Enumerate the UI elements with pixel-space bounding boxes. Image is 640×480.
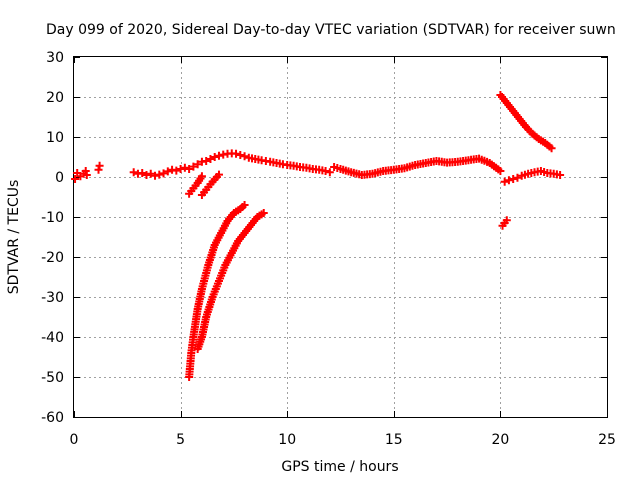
series-early-isolated	[71, 161, 104, 183]
data-point	[95, 161, 104, 170]
x-tick-label: 15	[385, 432, 403, 448]
series-baseline-12-20	[330, 154, 505, 179]
y-tick-label: -60	[41, 410, 64, 426]
data-point	[214, 151, 223, 160]
data-point	[496, 167, 505, 175]
data-point	[500, 177, 509, 186]
x-tick-label: 25	[598, 432, 616, 448]
ticks: 0 5 10 15 20 25 -60 -50 -40 -30 -20 -10 0 10 20 30	[41, 50, 616, 448]
data-point	[176, 165, 185, 173]
y-axis-title: SDTVAR / TECUs	[6, 180, 22, 295]
data-point	[259, 209, 268, 217]
data-point	[172, 166, 181, 175]
y-tick-label: -10	[41, 210, 64, 226]
data-point	[504, 176, 513, 185]
data-point	[193, 160, 202, 169]
data-point	[71, 175, 80, 183]
x-tick-label: 5	[176, 432, 185, 448]
chart-title: Day 099 of 2020, Sidereal Day-to-day VTE…	[46, 22, 616, 38]
data-point	[240, 152, 249, 161]
y-tick-label: 0	[55, 170, 64, 186]
series-baseline-2.8-6	[129, 157, 206, 180]
data-point	[214, 170, 223, 179]
data-point	[556, 171, 565, 179]
x-axis-title: GPS time / hours	[281, 459, 398, 475]
data-point	[206, 155, 215, 163]
y-tick-label: 20	[46, 90, 64, 106]
x-tick-label: 0	[70, 432, 79, 448]
data-point	[321, 167, 330, 175]
data-point	[163, 167, 172, 176]
data-point	[94, 165, 103, 174]
data-point	[185, 165, 194, 173]
series-rising-arc-1	[185, 201, 249, 381]
y-tick-label: -50	[41, 370, 64, 386]
series-hump-6-9	[202, 149, 270, 165]
data-point	[232, 149, 241, 158]
x-tick-label: 10	[278, 432, 296, 448]
data-point	[236, 151, 245, 159]
data-point	[142, 171, 151, 179]
y-tick-label: -30	[41, 290, 64, 306]
data-point	[81, 167, 90, 175]
data-point	[547, 144, 556, 153]
series-rising-arc-2	[193, 209, 268, 353]
data-point	[180, 163, 189, 172]
data-point	[210, 153, 219, 161]
x-tick-label: 20	[491, 432, 509, 448]
series-short-rise-1	[185, 172, 206, 198]
grid	[74, 57, 607, 417]
data-point	[202, 157, 211, 165]
series-baseline-20-23	[500, 167, 565, 186]
data-point	[502, 216, 511, 225]
data-point	[513, 173, 522, 182]
y-tick-label: 30	[46, 50, 64, 66]
data-point	[509, 175, 518, 183]
data-point	[189, 162, 198, 171]
data-point	[325, 168, 334, 177]
series-baseline-9-12	[266, 157, 334, 177]
series-falling-line	[496, 91, 556, 153]
data-point	[82, 171, 91, 179]
data-point	[129, 168, 138, 177]
plot-frame	[73, 56, 608, 418]
data-point	[151, 171, 160, 180]
data-point	[155, 170, 164, 179]
y-tick-label: 10	[46, 130, 64, 146]
data-point	[146, 169, 155, 178]
data-point	[159, 169, 168, 178]
series-short-rise-2	[197, 170, 223, 199]
data-point	[138, 169, 147, 177]
data-point	[197, 172, 206, 181]
y-tick-label: -40	[41, 330, 64, 346]
data-marks	[71, 91, 565, 381]
series-small-cluster	[498, 216, 511, 230]
data-point	[240, 201, 249, 209]
y-tick-label: -20	[41, 250, 64, 266]
